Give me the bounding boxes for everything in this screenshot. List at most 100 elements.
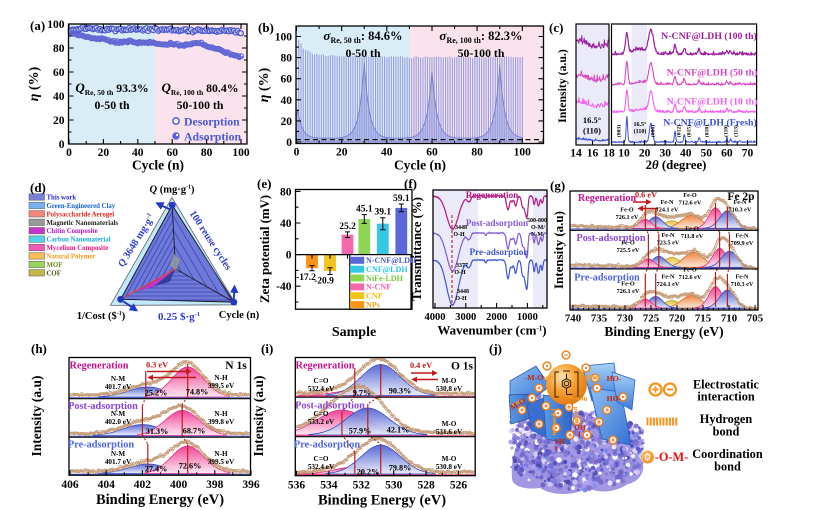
svg-text:100: 100 [47, 19, 65, 31]
svg-text:30: 30 [659, 148, 671, 160]
svg-text:16: 16 [587, 148, 599, 160]
svg-text:9.7%: 9.7% [353, 389, 371, 398]
svg-text:Q (mg·g-1): Q (mg·g-1) [150, 185, 195, 196]
svg-text:0.4 eV: 0.4 eV [410, 361, 432, 370]
svg-text:80: 80 [280, 186, 292, 198]
svg-text:0-50 th: 0-50 th [345, 46, 381, 60]
svg-text:724.1 eV: 724.1 eV [657, 281, 680, 288]
svg-text:Fe-O: Fe-O [683, 192, 697, 199]
svg-text:QRe, 50 th 93.3%: QRe, 50 th 93.3% [75, 80, 148, 97]
svg-text:42.1%: 42.1% [387, 426, 410, 435]
svg-text:710: 710 [721, 313, 737, 325]
svg-text:CNF@LDH: CNF@LDH [366, 265, 408, 274]
svg-text:N-M: N-M [111, 450, 126, 458]
svg-text:N-H: N-H [214, 450, 228, 458]
svg-text:η (%): η (%) [27, 66, 42, 101]
svg-text:(f): (f) [404, 176, 417, 191]
svg-text:Adsorption: Adsorption [184, 130, 241, 144]
svg-text:Post-adsorption: Post-adsorption [295, 401, 365, 412]
svg-text:536: 536 [288, 480, 306, 492]
svg-text:532.4 eV: 532.4 eV [308, 463, 335, 471]
svg-text:532.4 eV: 532.4 eV [308, 385, 335, 393]
svg-text:50-100 th: 50-100 th [458, 46, 505, 60]
svg-text:0.25 $·g-1: 0.25 $·g-1 [158, 311, 200, 323]
svg-text:60: 60 [721, 148, 733, 160]
svg-text:CNF: CNF [366, 292, 383, 301]
svg-text:(113): (113) [733, 125, 740, 137]
svg-text:2000: 2000 [486, 312, 507, 323]
svg-text:40: 40 [53, 91, 65, 103]
svg-text:(c): (c) [549, 20, 563, 35]
svg-text:(g): (g) [550, 178, 565, 193]
svg-text:Coordination: Coordination [692, 447, 763, 461]
svg-text:735: 735 [591, 313, 607, 325]
svg-text:(006): (006) [650, 125, 657, 137]
svg-text:Fe 2p: Fe 2p [727, 191, 754, 203]
svg-text:-40: -40 [276, 281, 292, 293]
svg-text:396: 396 [242, 479, 260, 491]
svg-text:(j): (j) [489, 341, 502, 356]
svg-text:1000: 1000 [517, 312, 538, 323]
svg-text:σRe, 50 th: 84.6%: σRe, 50 th: 84.6% [323, 28, 402, 45]
svg-text:40: 40 [680, 148, 692, 160]
svg-text:20.2%: 20.2% [357, 468, 380, 477]
svg-text:399.8 eV: 399.8 eV [208, 418, 235, 426]
svg-text:Binding Energy (eV): Binding Energy (eV) [318, 493, 446, 509]
svg-text:725.5 eV: 725.5 eV [617, 247, 640, 254]
svg-text:Carbon Nanomaterial: Carbon Nanomaterial [47, 237, 111, 244]
svg-text:Regeneration: Regeneration [578, 193, 637, 204]
svg-text:705: 705 [747, 313, 763, 325]
svg-text:(110): (110) [634, 128, 647, 135]
svg-text:40: 40 [132, 147, 144, 159]
svg-text:HO-: HO- [607, 394, 622, 403]
svg-text:N-CNF@LDH (100 th): N-CNF@LDH (100 th) [661, 31, 757, 42]
svg-text:O-M/: O-M/ [531, 225, 545, 231]
svg-text:Cycle (n): Cycle (n) [219, 310, 260, 321]
svg-text:O 1s: O 1s [451, 361, 474, 373]
svg-text:N-H: N-H [214, 410, 228, 418]
svg-text:712.6 eV: 712.6 eV [679, 200, 702, 207]
svg-text:Polysaccharide Aerogel: Polysaccharide Aerogel [47, 211, 115, 218]
svg-text:59.1: 59.1 [393, 194, 410, 204]
svg-text:Chitin Composite: Chitin Composite [47, 228, 98, 235]
svg-text:20: 20 [639, 148, 651, 160]
svg-text:bond: bond [713, 425, 740, 439]
svg-text:(a): (a) [30, 18, 45, 33]
svg-text:40: 40 [280, 218, 292, 230]
svg-text:M-O: M-O [442, 455, 457, 463]
svg-text:(110): (110) [723, 125, 730, 137]
svg-text:27.4%: 27.4% [145, 465, 168, 474]
svg-text:730: 730 [617, 313, 633, 325]
svg-text:709.9 eV: 709.9 eV [731, 240, 754, 247]
svg-text:25.2%: 25.2% [145, 389, 168, 398]
svg-text:20: 20 [53, 115, 65, 127]
svg-text:711.8 eV: 711.8 eV [681, 233, 704, 240]
svg-text:QRe, 100 th 80.4%: QRe, 100 th 80.4% [161, 80, 238, 97]
svg-text:Mycelium Composite: Mycelium Composite [47, 245, 109, 252]
svg-text:Hydrogen: Hydrogen [700, 412, 753, 426]
svg-text:NiFe-LDH: NiFe-LDH [366, 274, 404, 283]
svg-text:0: 0 [66, 147, 72, 159]
svg-text:726.1 eV: 726.1 eV [616, 214, 639, 221]
svg-text:(110): (110) [583, 126, 601, 136]
svg-text:533.2 eV: 533.2 eV [308, 418, 335, 426]
svg-text:(b): (b) [258, 20, 274, 35]
svg-text:Post-adsorption: Post-adsorption [68, 401, 138, 412]
svg-text:528: 528 [417, 480, 435, 492]
svg-text:80: 80 [471, 147, 483, 159]
svg-text:N-CNF@LDH (50 th): N-CNF@LDH (50 th) [667, 68, 758, 79]
svg-text:This work: This work [47, 195, 77, 202]
svg-text:(012): (012) [676, 125, 683, 137]
svg-text:N-M: N-M [111, 410, 126, 418]
svg-text:N-M: N-M [531, 232, 543, 238]
svg-text:C=O: C=O [314, 455, 329, 463]
svg-text:10: 10 [618, 148, 630, 160]
svg-text:720: 720 [669, 313, 685, 325]
svg-text:N-M: N-M [111, 375, 126, 383]
svg-text:100: 100 [232, 147, 250, 159]
svg-text:402: 402 [134, 479, 152, 491]
svg-text:72.6%: 72.6% [179, 462, 202, 471]
svg-text:16.5°: 16.5° [583, 115, 601, 125]
svg-text:η (%): η (%) [257, 67, 272, 102]
svg-text:Intensity (a.u): Intensity (a.u) [251, 375, 266, 456]
